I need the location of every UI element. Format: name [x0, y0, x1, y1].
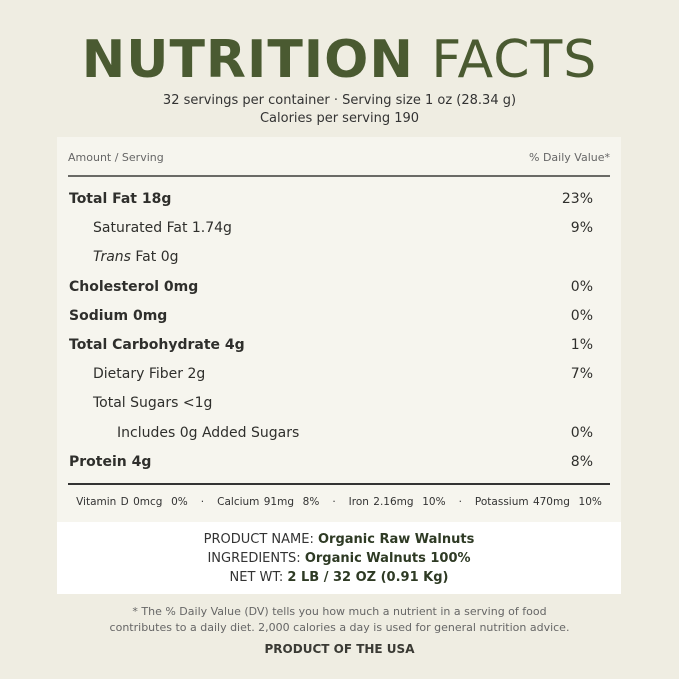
header-divider [68, 175, 610, 177]
nutrient-label-text: Cholesterol 0mg [69, 278, 199, 295]
nutrient-dv: 1% [570, 337, 593, 353]
footnote-line-1: * The % Daily Value (DV) tells you how m… [132, 605, 547, 618]
ingredients: INGREDIENTS: Organic Walnuts 100% [57, 549, 621, 568]
nutrient-dv: 9% [570, 220, 593, 237]
footnote-line-2: contributes to a daily diet. 2,000 calor… [109, 621, 570, 634]
nutrient-row: Saturated Fat 1.74g 9% [69, 220, 593, 236]
nutrient-label: Sodium 0mg [69, 308, 167, 324]
nutrient-label: Total Fat 18g [69, 191, 171, 207]
nutrient-label-text: Fat 0g [130, 249, 179, 266]
nutrient-row: Total Fat 18g 23% [69, 191, 593, 207]
servings-info: 32 servings per container · Serving size… [162, 93, 517, 108]
nutrient-row: Cholesterol 0mg 0% [69, 279, 593, 295]
nutrient-label-text: Saturated Fat 1.74g [93, 220, 232, 237]
nutrient-row: Dietary Fiber 2g 7% [69, 366, 593, 382]
nutrient-row: Sodium 0mg 0% [69, 308, 593, 324]
nutrient-label: Saturated Fat 1.74g [93, 220, 232, 236]
product-name: PRODUCT NAME: Organic Raw Walnuts [57, 530, 621, 549]
nutrient-dv: 0% [570, 307, 593, 324]
product-name-label: PRODUCT NAME: [203, 532, 318, 547]
nutrient-row: Protein 4g 8% [69, 454, 593, 470]
ingredients-value: Organic Walnuts 100% [304, 551, 471, 566]
net-weight: NET WT: 2 LB / 32 OZ (0.91 Kg) [57, 568, 621, 587]
nutrient-label: Protein 4g [69, 454, 151, 470]
page-title: NUTRITION FACTS [0, 30, 679, 90]
origin: PRODUCT OF THE USA [264, 642, 415, 656]
nutrient-label: Total Carbohydrate 4g [69, 337, 245, 353]
nutrient-label-text: Protein 4g [69, 453, 152, 470]
nutrient-row: Trans Fat 0g [69, 249, 593, 265]
nutrient-label: Trans Fat 0g [93, 249, 179, 265]
nutrient-label-text: Total Fat 18g [69, 191, 172, 207]
nutrient-label-text: Dietary Fiber 2g [93, 366, 206, 383]
nutrient-row: Total Sugars <1g [69, 395, 593, 411]
title-bold: NUTRITION [81, 30, 414, 90]
dv-header: % Daily Value* [529, 151, 610, 164]
calories-info: Calories per serving 190 [259, 111, 420, 126]
nutrient-label-text: Total Carbohydrate 4g [69, 337, 245, 353]
title-light: FACTS [431, 30, 598, 90]
net-weight-label: NET WT: [229, 570, 288, 585]
footnote: * The % Daily Value (DV) tells you how m… [0, 604, 679, 636]
net-weight-value: 2 LB / 32 OZ (0.91 Kg) [287, 570, 449, 585]
ingredients-label: INGREDIENTS: [207, 551, 305, 566]
nutrient-dv: 8% [570, 453, 593, 470]
product-name-value: Organic Raw Walnuts [317, 532, 475, 547]
nutrient-label-italic: Trans [93, 249, 131, 266]
nutrient-label-text: Includes 0g Added Sugars [117, 424, 300, 441]
nutrient-dv: 0% [570, 424, 593, 441]
nutrition-panel: Amount / Serving % Daily Value* Total Fa… [57, 137, 621, 522]
nutrient-label-text: Sodium 0mg [69, 307, 168, 324]
nutrient-label-text: Total Sugars <1g [93, 395, 213, 412]
nutrient-row: Includes 0g Added Sugars 0% [69, 425, 593, 441]
vitamins-line: Vitamin D 0mcg 0% · Calcium 91mg 8% · Ir… [76, 496, 602, 508]
nutrient-label: Total Sugars <1g [93, 395, 212, 411]
nutrient-label: Includes 0g Added Sugars [117, 425, 299, 441]
table-header: Amount / Serving % Daily Value* [68, 151, 610, 164]
product-info: PRODUCT NAME: Organic Raw Walnuts INGRED… [57, 522, 621, 594]
nutrient-dv: 23% [561, 191, 593, 207]
nutrient-label: Dietary Fiber 2g [93, 366, 205, 382]
nutrient-label: Cholesterol 0mg [69, 279, 198, 295]
nutrient-row: Total Carbohydrate 4g 1% [69, 337, 593, 353]
nutrient-dv: 0% [570, 278, 593, 295]
vitamins-divider [68, 483, 610, 485]
amount-header: Amount / Serving [68, 151, 164, 164]
nutrient-dv: 7% [570, 366, 593, 383]
